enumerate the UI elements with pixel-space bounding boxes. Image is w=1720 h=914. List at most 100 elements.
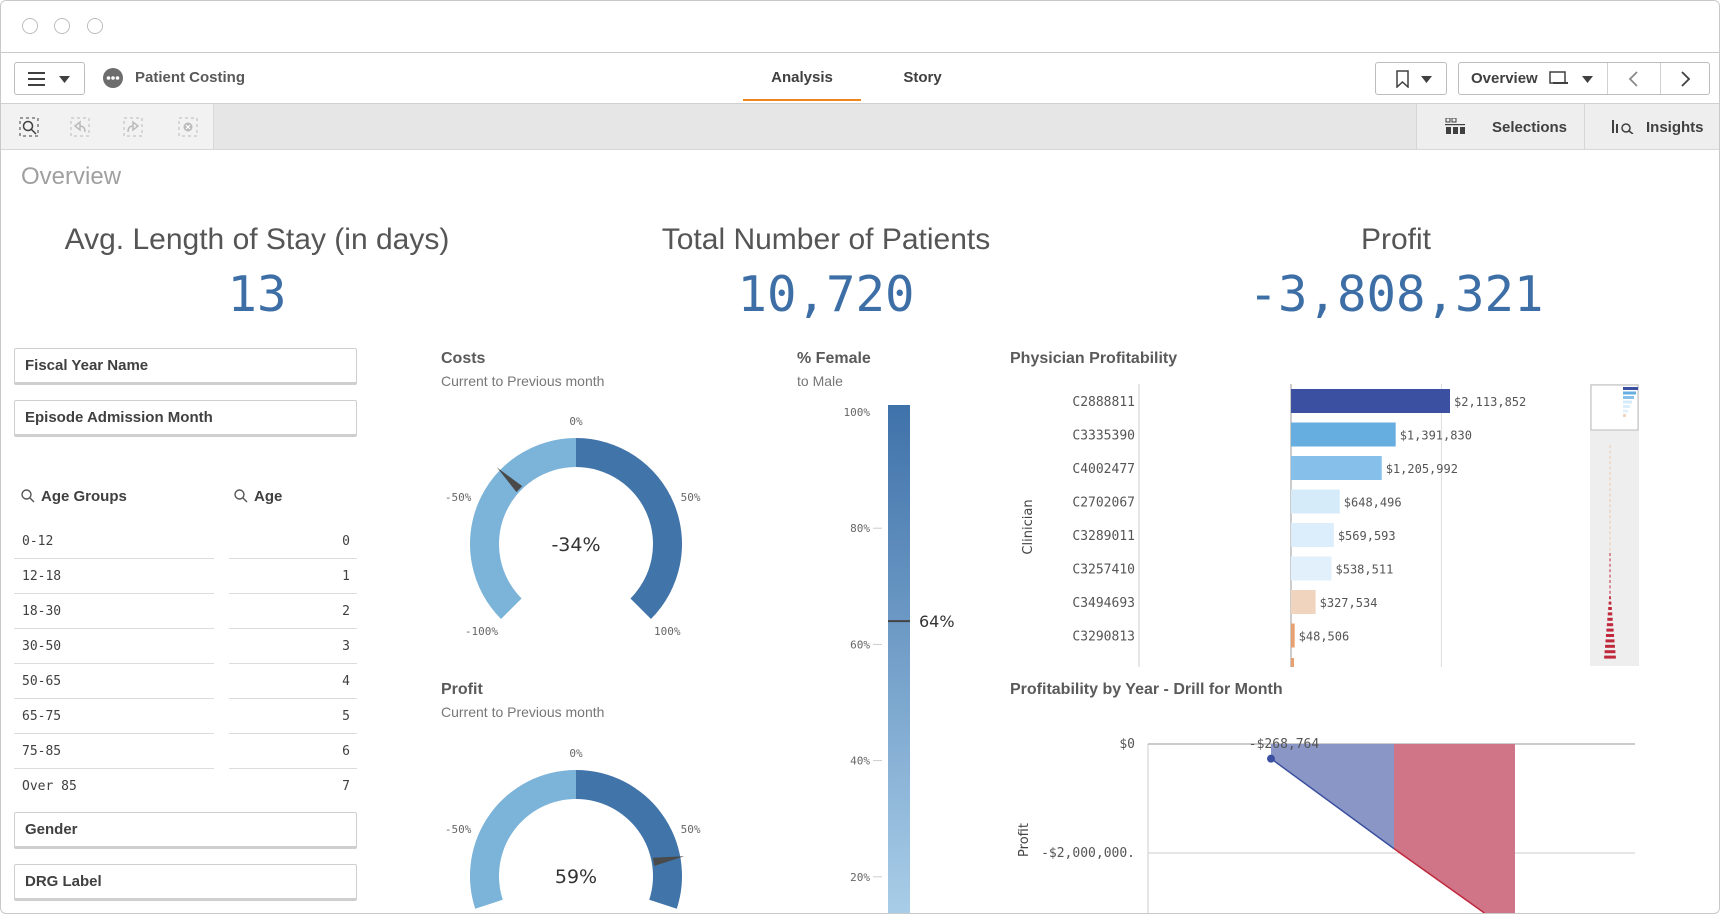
list-item[interactable]: 5	[229, 699, 357, 734]
sheet-navigator: Overview	[1458, 62, 1710, 95]
list-item[interactable]: 75-85	[14, 734, 214, 769]
minichart-bar	[1609, 461, 1611, 465]
minichart-bar	[1607, 612, 1613, 616]
minichart-bar	[1609, 596, 1611, 600]
minichart-bar	[1609, 542, 1611, 546]
selection-tools	[1, 104, 214, 149]
tab-analysis[interactable]: Analysis	[771, 69, 833, 86]
list-item[interactable]: Over 85	[14, 769, 214, 800]
y-axis-title: Profit	[1017, 823, 1032, 857]
bar	[1291, 422, 1396, 447]
selections-button[interactable]: Selections	[1416, 104, 1584, 149]
window-maximize-button[interactable]	[87, 18, 103, 34]
bar	[1291, 556, 1332, 581]
costs-gauge-title: Costs	[441, 350, 486, 367]
costs-gauge[interactable]: -100% -50% 0% 50% 100% -34%	[418, 396, 736, 646]
female-value-label: 64%	[919, 612, 955, 631]
profit-gauge-title: Profit	[441, 681, 483, 698]
minichart-bar	[1609, 515, 1611, 519]
category-label: C2888811	[1072, 395, 1135, 410]
profitability-chart-title: Profitability by Year - Drill for Month	[1010, 681, 1283, 698]
profit-gauge[interactable]: -50% 0% 50% 59%	[418, 728, 736, 913]
smart-search-icon[interactable]	[19, 117, 39, 137]
bar	[1291, 590, 1316, 614]
gauge-tick-label: 50%	[681, 491, 701, 504]
kpi-value-profit: -3,808,321	[1248, 266, 1544, 323]
physician-bar-chart[interactable]: Clinician C2888811 $2,113,852 C3335390 $1,39…	[1010, 379, 1658, 669]
active-tab-indicator	[743, 99, 861, 101]
minichart-bar	[1607, 617, 1613, 621]
sheet-selector-button[interactable]: Overview	[1459, 63, 1607, 94]
list-item[interactable]: 12-18	[14, 559, 214, 594]
window-close-button[interactable]	[22, 18, 38, 34]
list-item[interactable]: 30-50	[14, 629, 214, 664]
chevron-right-icon	[1681, 71, 1691, 87]
list-item[interactable]: 7	[229, 769, 357, 800]
window-minimize-button[interactable]	[54, 18, 70, 34]
bar	[1291, 456, 1382, 480]
filter-episode-admission-month[interactable]: Episode Admission Month	[14, 400, 357, 437]
previous-sheet-button[interactable]	[1607, 63, 1660, 94]
gauge-tick-label: -100%	[465, 625, 498, 638]
list-item[interactable]: 4	[229, 664, 357, 699]
minichart-bar	[1609, 585, 1611, 589]
gauge-tick-label: 0%	[569, 747, 583, 760]
list-item[interactable]: 1	[229, 559, 357, 594]
female-bullet-chart[interactable]: 100% 80% 60% 40% 20% 64%	[813, 396, 967, 913]
insights-button[interactable]: Insights	[1584, 104, 1719, 149]
global-menu-button[interactable]	[14, 62, 85, 95]
minichart-bar	[1609, 504, 1611, 508]
filter-drg-label[interactable]: DRG Label	[14, 864, 357, 901]
list-item[interactable]: 6	[229, 734, 357, 769]
bookmarks-button[interactable]	[1375, 62, 1447, 95]
filter-fiscal-year[interactable]: Fiscal Year Name	[14, 348, 357, 385]
area-segment	[1271, 744, 1394, 849]
physician-chart-title: Physician Profitability	[1010, 350, 1178, 367]
step-forward-icon[interactable]	[123, 117, 143, 137]
minichart-bar	[1609, 553, 1611, 556]
list-item[interactable]: 65-75	[14, 699, 214, 734]
axis-tick-label: 60%	[850, 638, 870, 651]
minichart-bar	[1609, 499, 1611, 502]
data-label: $1,205,992	[1386, 462, 1458, 476]
list-item[interactable]: 18-30	[14, 594, 214, 629]
minichart-bar	[1623, 409, 1628, 413]
minichart-bar	[1609, 531, 1611, 535]
age-groups-title: Age Groups	[41, 488, 127, 505]
minichart-bar	[1609, 547, 1611, 551]
minichart-bar	[1609, 466, 1611, 470]
area-line	[1270, 758, 1395, 850]
list-item[interactable]: 0	[229, 524, 357, 559]
gauge-tick-label: -50%	[445, 491, 472, 504]
sheet-title: Overview	[21, 163, 122, 190]
next-sheet-button[interactable]	[1660, 63, 1710, 94]
category-label: C3289011	[1072, 529, 1135, 544]
list-item[interactable]: 50-65	[14, 664, 214, 699]
axis-tick-label: 20%	[850, 871, 870, 884]
clear-selections-icon[interactable]	[178, 117, 198, 137]
category-label: C3335390	[1072, 429, 1135, 444]
profitability-area-chart[interactable]: $0 -$2,000,000. Profit -$268,764	[1010, 714, 1668, 913]
list-item[interactable]: 2	[229, 594, 357, 629]
search-icon	[234, 489, 248, 503]
filter-gender[interactable]: Gender	[14, 812, 357, 849]
window-titlebar	[1, 1, 1719, 53]
minichart-bar	[1609, 482, 1611, 486]
data-label: $538,511	[1336, 563, 1394, 577]
step-back-icon[interactable]	[70, 117, 90, 137]
minichart-bar	[1623, 414, 1626, 417]
age-groups-header[interactable]: Age Groups	[14, 484, 214, 510]
y-tick-label: $0	[1119, 737, 1135, 752]
list-item[interactable]: 3	[229, 629, 357, 664]
minichart-bar	[1623, 396, 1634, 399]
data-label: $327,534	[1320, 596, 1378, 610]
area-line	[1393, 848, 1485, 913]
list-item[interactable]: 0-12	[14, 524, 214, 559]
age-header[interactable]: Age	[229, 484, 357, 510]
minichart-bar	[1609, 509, 1611, 513]
minichart-bar	[1609, 445, 1611, 448]
tab-story[interactable]: Story	[903, 69, 942, 86]
minichart-bar	[1606, 628, 1614, 632]
age-groups-listbox: Age Groups 0-12 12-18 18-30 30-50 50-65 65-75…	[14, 484, 214, 800]
